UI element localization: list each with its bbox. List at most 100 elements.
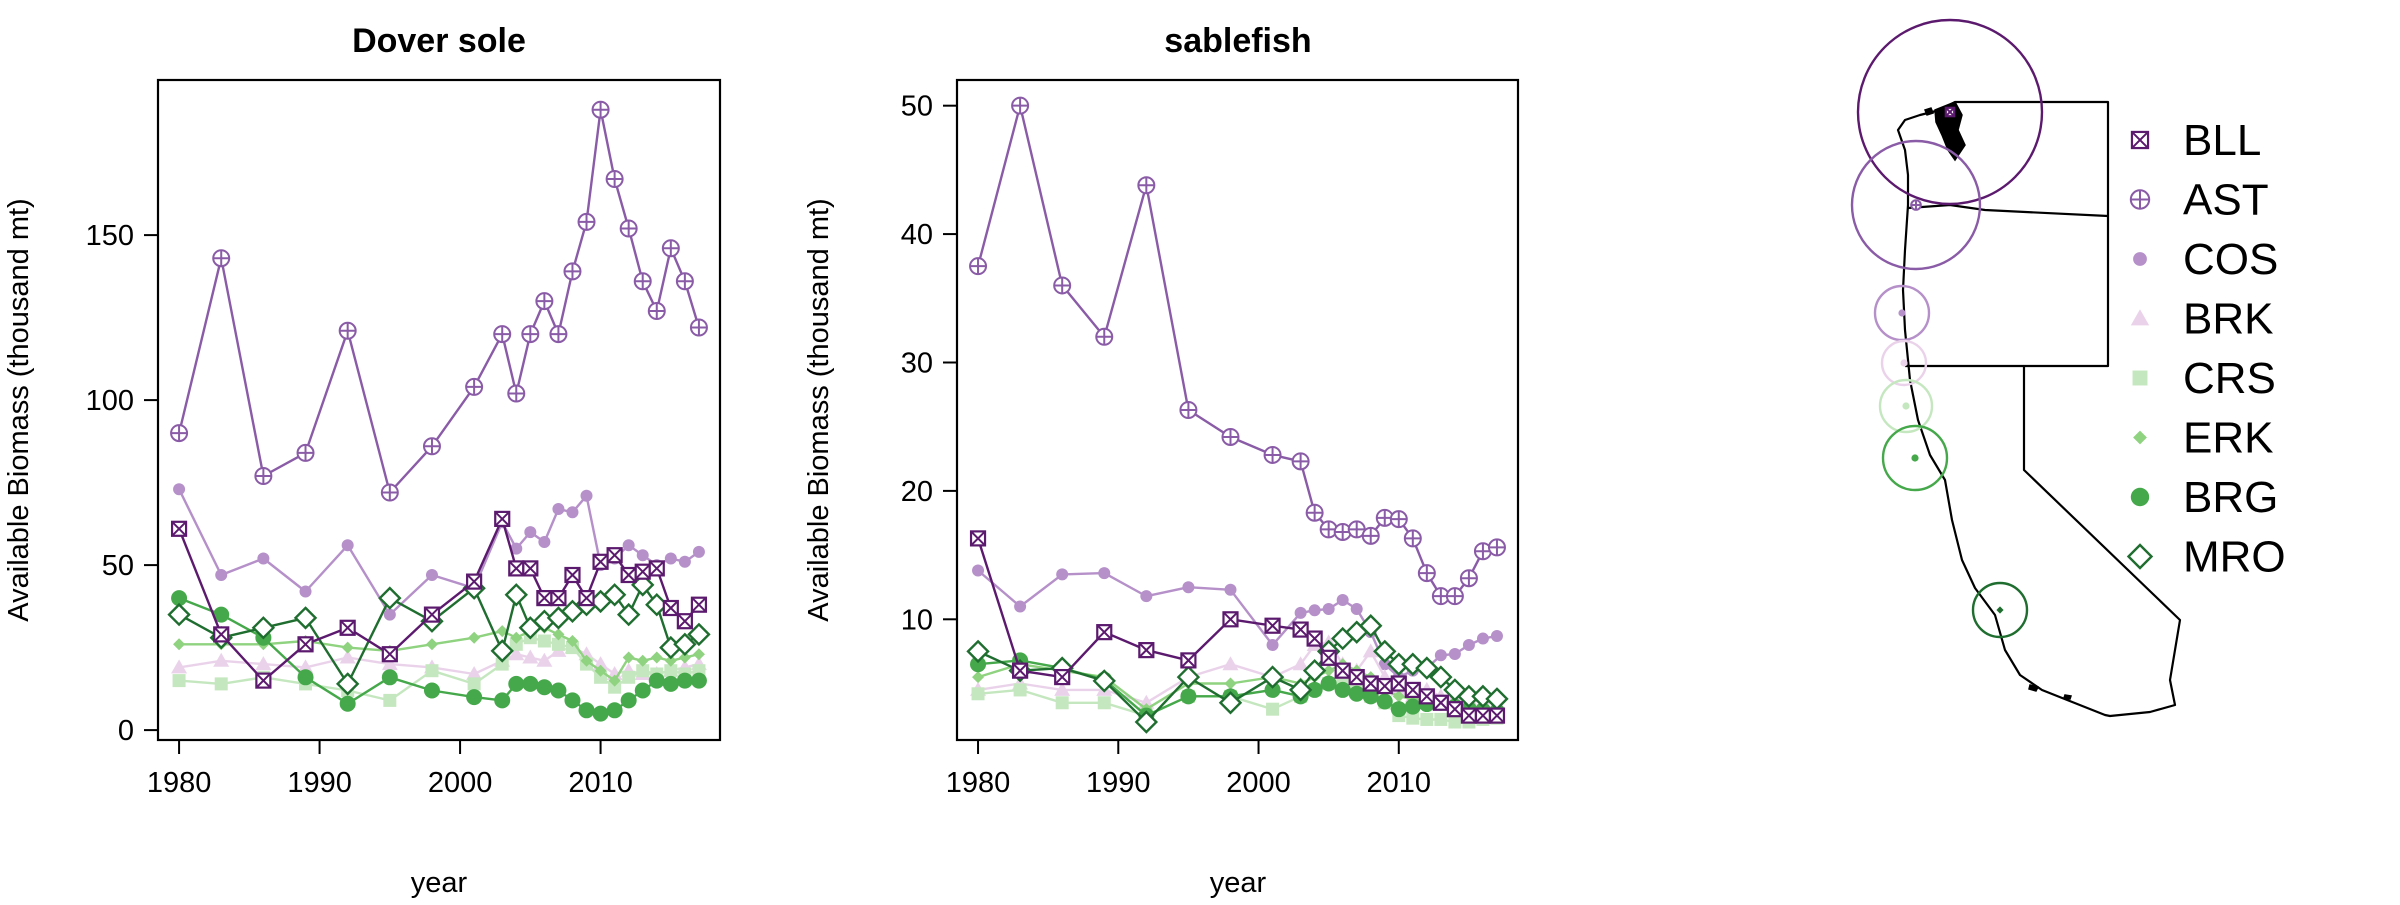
y-tick-label: 40 bbox=[901, 219, 933, 251]
data-point bbox=[551, 637, 565, 651]
data-point bbox=[1098, 567, 1111, 580]
legend-marker bbox=[2130, 130, 2150, 150]
data-point bbox=[297, 636, 314, 653]
legend-entry-ERK: ERK bbox=[2133, 414, 2273, 463]
data-point bbox=[170, 520, 188, 537]
plot-frame bbox=[955, 78, 1520, 742]
data-point bbox=[662, 675, 679, 692]
data-point bbox=[504, 583, 528, 607]
series-CRS bbox=[172, 631, 706, 707]
data-point bbox=[622, 670, 636, 684]
port-circle-COS bbox=[1873, 284, 1931, 342]
data-point bbox=[972, 671, 985, 684]
y-tick-label: 100 bbox=[86, 385, 134, 417]
data-point bbox=[1418, 688, 1435, 705]
port-circle-BRG bbox=[1881, 424, 1949, 492]
data-point bbox=[1448, 715, 1462, 729]
y-axis-label: Available Biomass (thousand mt) bbox=[3, 198, 35, 621]
data-point bbox=[524, 526, 537, 539]
data-point bbox=[1403, 529, 1422, 548]
legend-marker bbox=[2133, 430, 2147, 445]
data-point bbox=[1308, 604, 1321, 617]
data-point bbox=[1224, 677, 1237, 690]
data-point bbox=[1350, 603, 1363, 616]
data-point bbox=[578, 589, 595, 607]
data-point bbox=[1417, 564, 1436, 583]
series-BLL bbox=[170, 510, 708, 689]
data-point bbox=[1348, 685, 1365, 702]
data-point bbox=[1445, 587, 1464, 606]
data-point bbox=[577, 212, 596, 231]
data-point bbox=[566, 506, 579, 519]
data-point bbox=[467, 677, 481, 691]
data-point bbox=[257, 552, 270, 565]
data-point bbox=[566, 635, 579, 647]
data-point bbox=[1473, 542, 1492, 561]
data-point bbox=[550, 589, 567, 607]
data-point bbox=[254, 467, 273, 485]
data-point bbox=[466, 666, 483, 680]
legend-marker bbox=[2126, 543, 2154, 570]
data-point bbox=[341, 641, 354, 654]
data-point bbox=[1392, 690, 1405, 703]
data-point bbox=[509, 637, 523, 651]
data-point bbox=[299, 585, 312, 598]
data-point bbox=[634, 682, 651, 699]
data-point bbox=[1013, 683, 1027, 697]
x-tick-label: 2000 bbox=[428, 767, 493, 799]
data-point bbox=[1362, 643, 1379, 658]
data-point bbox=[338, 321, 357, 340]
data-point bbox=[1224, 583, 1237, 596]
data-point bbox=[1429, 665, 1453, 689]
x-tick-label: 2000 bbox=[1226, 767, 1291, 799]
data-point bbox=[339, 649, 356, 664]
series-MRO bbox=[966, 614, 1509, 734]
data-point bbox=[167, 602, 191, 627]
data-point bbox=[608, 680, 622, 694]
data-point bbox=[1434, 649, 1447, 662]
data-point bbox=[1180, 652, 1197, 669]
data-point bbox=[564, 692, 581, 709]
port-circle-BLL bbox=[1856, 18, 2044, 206]
data-point bbox=[1306, 630, 1323, 647]
data-point bbox=[549, 325, 568, 344]
data-point bbox=[212, 249, 231, 268]
data-point bbox=[425, 569, 438, 581]
data-point bbox=[536, 679, 553, 696]
legend-label: BLL bbox=[2183, 116, 2261, 165]
data-point bbox=[213, 652, 230, 667]
data-point bbox=[521, 325, 540, 344]
x-tick-label: 2010 bbox=[568, 767, 633, 799]
x-tick-label: 2010 bbox=[1367, 767, 1432, 799]
data-point bbox=[255, 672, 272, 689]
legend-marker bbox=[2129, 189, 2151, 210]
data-point bbox=[602, 583, 627, 607]
data-point bbox=[1218, 691, 1243, 715]
data-point bbox=[650, 651, 663, 664]
legend-entry-BRK: BRK bbox=[2130, 295, 2273, 344]
x-tick-label: 1980 bbox=[946, 767, 1011, 799]
data-point bbox=[687, 622, 711, 647]
data-point bbox=[636, 664, 650, 678]
data-point bbox=[510, 631, 523, 644]
data-point bbox=[1012, 662, 1029, 679]
data-point bbox=[1288, 678, 1313, 702]
data-point bbox=[1431, 587, 1450, 606]
data-point bbox=[1334, 681, 1351, 698]
data-point bbox=[297, 659, 314, 674]
map-islands bbox=[1924, 103, 2072, 700]
data-point bbox=[335, 672, 360, 696]
port-circle-AST bbox=[1850, 139, 1982, 271]
data-point bbox=[425, 638, 438, 651]
data-point bbox=[678, 555, 691, 568]
data-point bbox=[1305, 503, 1324, 522]
data-point bbox=[676, 672, 693, 689]
data-point bbox=[508, 675, 525, 692]
data-point bbox=[608, 674, 621, 687]
data-point bbox=[1476, 632, 1489, 645]
data-point bbox=[969, 530, 987, 547]
series-BLL bbox=[969, 530, 1506, 724]
data-point bbox=[970, 656, 987, 673]
